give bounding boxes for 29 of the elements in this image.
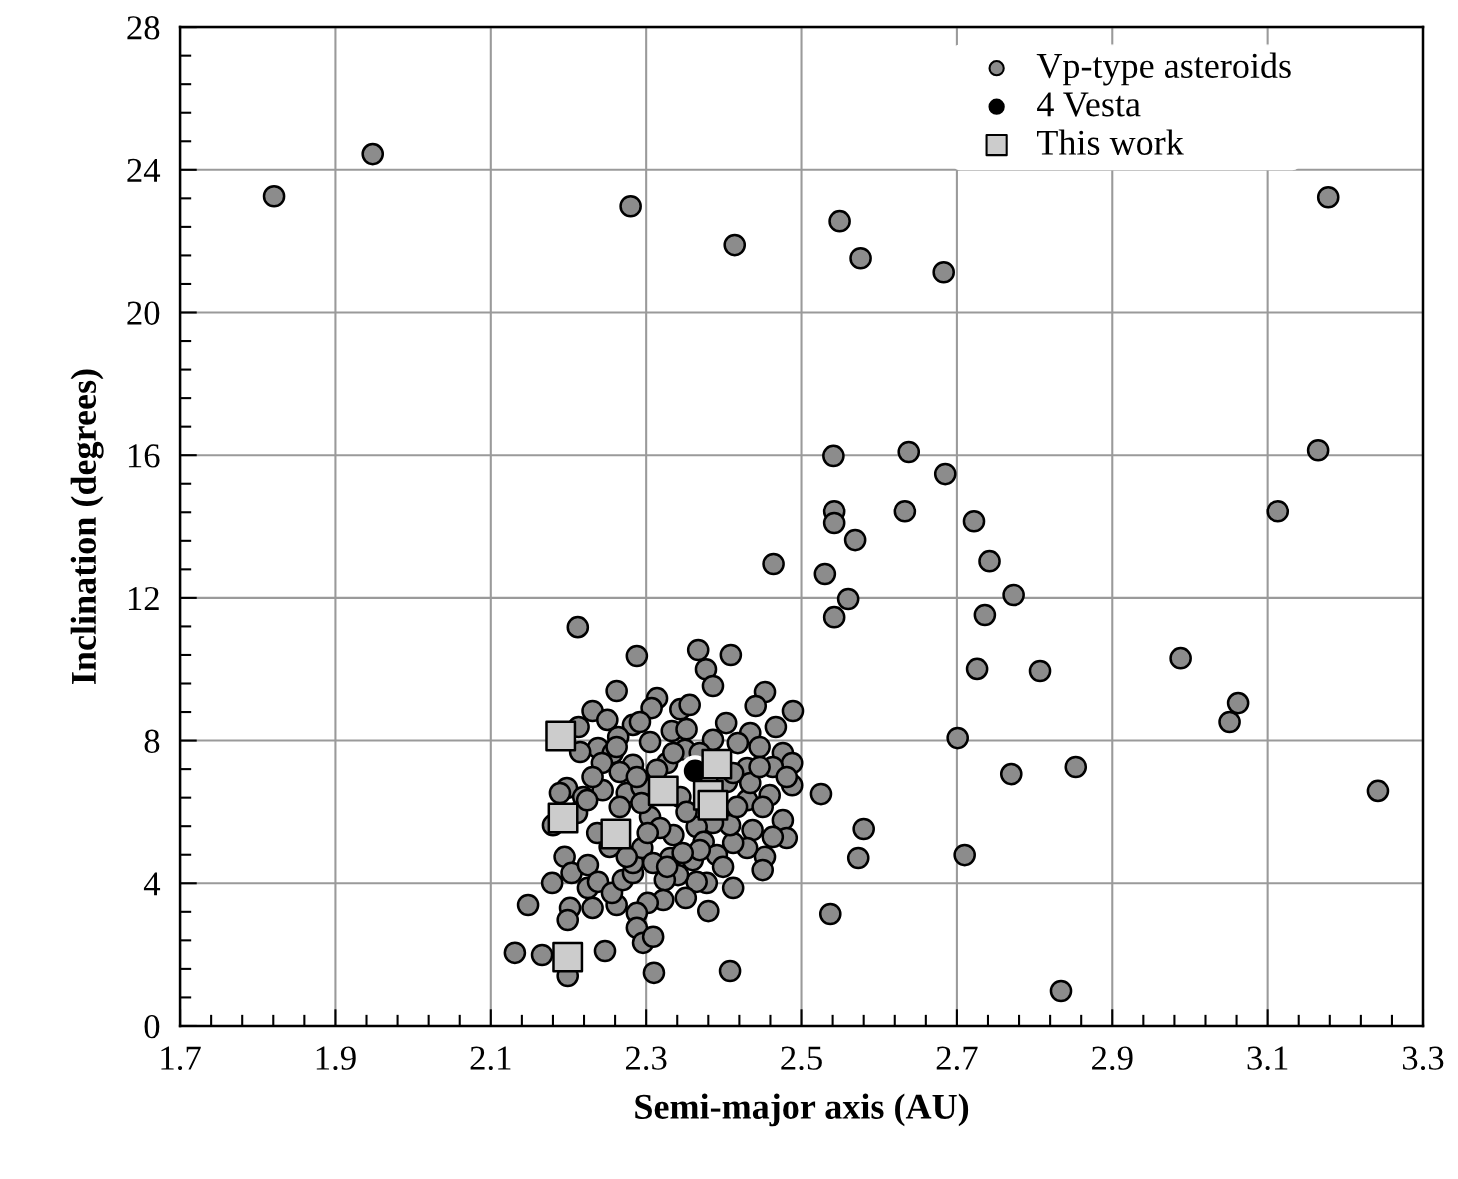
y-tick-label: 16	[128, 444, 160, 468]
y-tick-label: 4	[143, 872, 161, 896]
point	[697, 789, 729, 821]
y-axis-title: Inclination (degrees)	[70, 369, 104, 684]
y-tick-label: 0	[144, 1014, 160, 1039]
legend-label: 4 Vesta	[1037, 92, 1141, 117]
x-tick-label: 2.5	[781, 1046, 822, 1070]
y-tick-label: 8	[144, 729, 160, 753]
x-tick-label: 2.3	[625, 1046, 667, 1070]
y-tick-label: 28	[127, 16, 160, 40]
x-tick-label: 1.7	[161, 1046, 201, 1070]
x-tick-label: 1.9	[316, 1046, 356, 1070]
y-tick-label: 24	[127, 158, 161, 182]
x-tick-label: 3.1	[1247, 1046, 1288, 1070]
point	[600, 818, 632, 850]
legend-label: This work	[1037, 129, 1184, 155]
point	[545, 720, 577, 752]
point	[552, 941, 584, 973]
x-tick-label: 2.1	[470, 1046, 511, 1070]
point	[701, 748, 733, 780]
x-tick-label: 2.9	[1092, 1046, 1133, 1070]
x-tick-label: 2.7	[936, 1046, 978, 1070]
point	[647, 775, 679, 807]
legend-label: Vp-type asteroids	[1036, 52, 1291, 86]
y-tick-label: 12	[128, 586, 159, 610]
x-tick-label: 3.3	[1402, 1046, 1444, 1070]
point	[547, 802, 579, 834]
x-axis-title: Semi-major axis (AU)	[635, 1093, 969, 1127]
y-tick-label: 20	[127, 301, 160, 325]
